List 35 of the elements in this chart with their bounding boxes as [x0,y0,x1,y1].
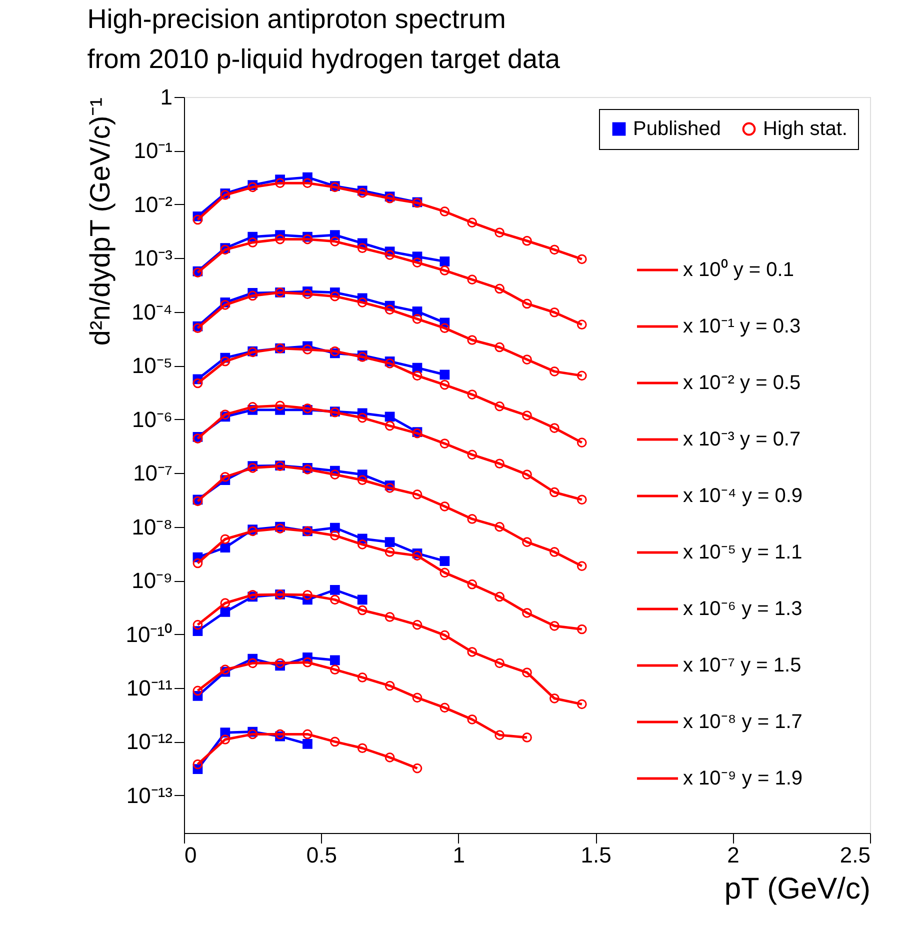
annotation: x 10⁻⁹ y = 1.9 [683,768,803,790]
x-tick-label: 1 [452,842,466,868]
annotation: x 10⁰ y = 0.1 [683,258,794,281]
legend-label: Published [633,118,721,140]
annotation: x 10⁻⁶ y = 1.3 [683,598,802,620]
y-tick-label: 10⁻⁶ [132,406,172,432]
x-axis-title: pT (GeV/c) [724,872,870,906]
annotation: x 10⁻⁸ y = 1.7 [683,711,802,733]
x-tick-label: 0 [184,842,197,868]
y-tick-label: 1 [160,84,172,110]
y-tick-label: 10⁻⁴ [132,299,172,324]
y-tick-label: 10⁻³ [134,246,172,271]
y-tick-label: 10⁻⁸ [132,514,172,540]
annotation: x 10⁻² y = 0.5 [683,372,801,394]
annotation: x 10⁻¹ y = 0.3 [683,316,801,338]
annotation: x 10⁻⁷ y = 1.5 [683,654,802,676]
y-tick-label: 10⁻¹² [126,729,172,754]
x-tick-label: 0.5 [306,842,337,868]
y-axis-title: d²n/dydpT (GeV/c)⁻¹ [84,98,116,346]
y-tick-label: 10⁻¹⁰ [126,622,172,647]
chart-title: High-precision antiproton spectrum from 2010 p-liquid hydrogen target data [87,4,561,74]
y-tick-label: 10⁻¹ [134,138,172,164]
x-tick-label: 2.5 [840,842,870,868]
y-tick-label: 10⁻² [134,192,172,217]
annotation: x 10⁻⁴ y = 0.9 [683,485,803,507]
y-tick-label: 10⁻¹³ [126,782,172,808]
annotation: x 10⁻³ y = 0.7 [683,428,801,450]
x-tick-label: 1.5 [580,842,612,868]
y-tick-label: 10⁻⁷ [133,460,173,486]
annotation: x 10⁻⁵ y = 1.1 [683,542,802,564]
y-tick-label: 10⁻¹¹ [126,675,172,700]
x-tick-label: 2 [727,842,740,868]
legend-label: High stat. [763,118,848,140]
y-tick-label: 10⁻⁹ [132,568,172,594]
y-tick-label: 10⁻⁵ [132,353,172,378]
